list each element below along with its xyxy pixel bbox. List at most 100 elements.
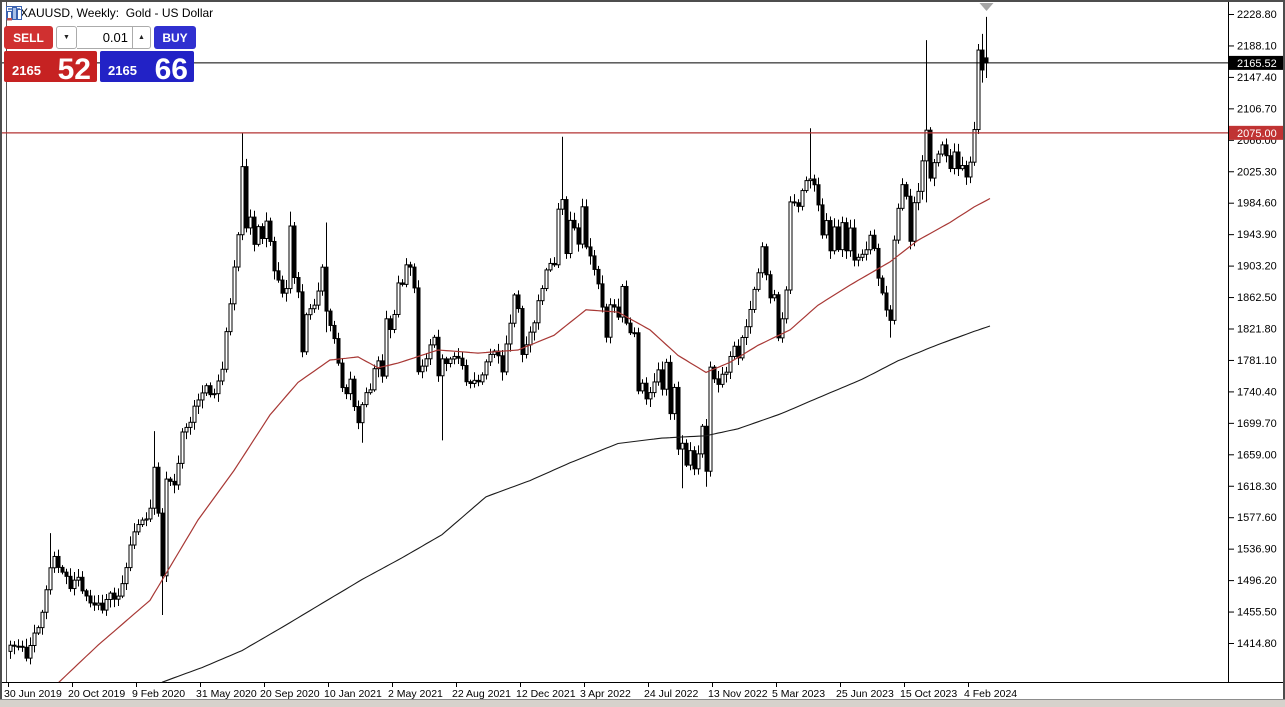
- candle-body: [948, 155, 953, 170]
- candle-body: [452, 355, 457, 360]
- candle-body: [632, 332, 637, 335]
- candle-body: [928, 129, 933, 179]
- candle-body: [460, 357, 465, 367]
- candle-body: [332, 324, 337, 340]
- candle-body: [124, 567, 129, 585]
- candle-body: [820, 204, 825, 236]
- candle-body: [808, 178, 813, 182]
- candle-body: [68, 575, 73, 590]
- candle-body: [432, 336, 437, 346]
- candle-body: [612, 304, 617, 308]
- candle-body: [364, 392, 369, 406]
- price-axis[interactable]: 2228.802188.102147.402106.702066.002025.…: [1228, 9, 1277, 650]
- candle-body: [424, 358, 429, 367]
- candle-body: [580, 206, 585, 245]
- sell-quote-box[interactable]: 2165 52: [4, 51, 97, 85]
- y-axis-label: 1821.80: [1237, 324, 1277, 336]
- candle-body: [700, 425, 705, 455]
- candle-body: [780, 318, 785, 339]
- candle-body: [564, 199, 569, 255]
- candle-body: [464, 365, 469, 383]
- candle-body: [588, 246, 593, 257]
- y-axis-label: 1862.50: [1237, 292, 1277, 304]
- y-axis-label: 1943.90: [1237, 229, 1277, 241]
- candle-body: [156, 466, 161, 514]
- candle-body: [260, 226, 265, 240]
- candle-body: [840, 222, 845, 251]
- candle-body: [804, 180, 809, 192]
- candle-body: [180, 431, 185, 464]
- candle-body: [192, 405, 197, 423]
- chart-plot-area[interactable]: [8, 16, 991, 687]
- candle-body: [352, 378, 357, 408]
- x-axis-label: 22 Aug 2021: [452, 688, 511, 700]
- y-axis-label: 2106.70: [1237, 103, 1277, 115]
- sell-button[interactable]: SELL: [4, 26, 53, 49]
- candle-body: [968, 161, 973, 178]
- candle-body: [984, 57, 989, 64]
- candle-body: [560, 199, 565, 210]
- candle-body: [32, 632, 37, 646]
- candle-body: [540, 288, 545, 302]
- candle-body: [256, 226, 261, 245]
- candle-body: [812, 178, 817, 186]
- x-axis-label: 12 Dec 2021: [516, 688, 576, 700]
- candle-body: [412, 266, 417, 289]
- candle-body: [676, 386, 681, 450]
- candle-body: [856, 256, 861, 261]
- candle-body: [504, 343, 509, 373]
- candle-body: [552, 262, 557, 266]
- candle-body: [980, 49, 985, 71]
- candle-body: [640, 382, 645, 392]
- candle-body: [800, 190, 805, 207]
- chart-shift-marker[interactable]: [979, 3, 994, 11]
- x-axis-label: 9 Feb 2020: [132, 688, 185, 700]
- candle-body: [916, 190, 921, 204]
- candle-body: [480, 374, 485, 383]
- candle-body: [232, 266, 237, 305]
- candle-body: [160, 512, 165, 577]
- candle-body: [964, 165, 969, 178]
- x-axis-label: 3 Apr 2022: [580, 688, 631, 700]
- buy-button[interactable]: BUY: [154, 26, 196, 49]
- candle-body: [712, 366, 717, 380]
- candle-body: [328, 310, 333, 326]
- current-price-tag: 2165.52: [1229, 55, 1283, 70]
- candle-body: [556, 208, 561, 266]
- candle-body: [392, 313, 397, 330]
- volume-dropdown-button[interactable]: ▼: [56, 26, 77, 49]
- candle-body: [732, 345, 737, 357]
- chevron-up-icon: ▲: [138, 34, 145, 41]
- candle-body: [860, 253, 865, 258]
- candle-body: [348, 378, 353, 395]
- candle-body: [244, 166, 249, 229]
- candle-body: [312, 304, 317, 310]
- y-axis-label: 2188.10: [1237, 40, 1277, 52]
- candle-body: [76, 576, 81, 581]
- candle-body: [316, 290, 321, 306]
- volume-step-up-button[interactable]: ▲: [133, 26, 151, 49]
- candle-body: [768, 274, 773, 299]
- candle-body: [956, 151, 961, 170]
- candle-body: [544, 269, 549, 290]
- x-axis-label: 15 Oct 2023: [900, 688, 957, 700]
- y-axis-label: 1414.80: [1237, 638, 1277, 650]
- volume-input[interactable]: [77, 26, 133, 49]
- candle-body: [340, 362, 345, 389]
- date-axis[interactable]: 30 Jun 2019 20 Oct 2019 9 Feb 2020 31 May 2…: [4, 682, 1017, 700]
- candle-body: [752, 288, 757, 310]
- candle-body: [308, 308, 313, 316]
- candle-body: [716, 378, 721, 385]
- candle-body: [100, 602, 105, 611]
- candle-body: [268, 220, 273, 242]
- candle-body: [844, 222, 849, 252]
- candle-body: [164, 478, 169, 577]
- candle-body: [660, 369, 665, 390]
- y-axis-label: 1536.90: [1237, 544, 1277, 556]
- buy-quote-box[interactable]: 2165 66: [100, 51, 194, 85]
- candle-body: [64, 571, 69, 577]
- candle-body: [648, 392, 653, 400]
- candle-body: [112, 592, 117, 600]
